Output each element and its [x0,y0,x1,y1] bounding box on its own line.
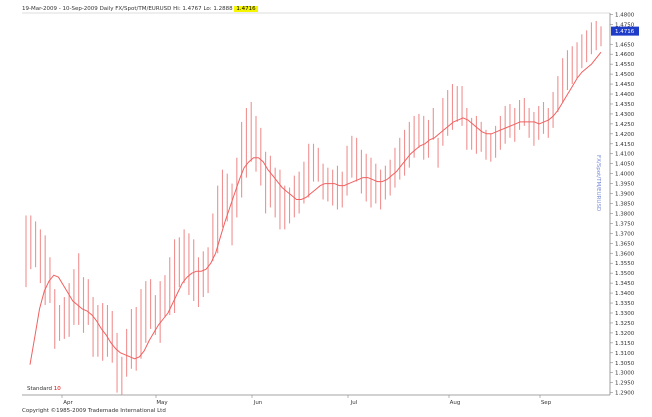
last-price-badge-label: 1.4716 [615,29,635,35]
y-tick-label: 1.4100 [615,152,635,158]
y-tick-label: 1.3000 [615,371,635,377]
y-tick-label: 1.4250 [615,122,635,128]
moving-average-line [29,51,602,365]
y-tick-label: 1.3550 [615,261,635,267]
y-tick-label: 1.3450 [615,281,635,287]
x-tick-label: Aug [450,400,461,406]
y-tick-label: 1.3850 [615,202,635,208]
y-axis: 1.4800 1.4750 1.4650 1.4600 1.4550 1.4500 1.44… [610,12,635,397]
y-tick-label: 1.3500 [615,271,635,277]
instrument-side-label: FX/Spot/TM/EURUSD [595,155,601,212]
x-tick-label: Jul [350,400,358,406]
y-tick-label: 1.4050 [615,162,635,168]
y-tick-label: 1.3250 [615,321,635,327]
periodicity: Daily [99,6,114,12]
x-tick-label: May [156,400,168,406]
copyright-notice: Copyright ©1985-2009 Trademade Internati… [22,408,166,414]
y-tick-label: 1.3050 [615,361,635,367]
y-tick-label: 1.2900 [615,391,635,397]
last-value-highlight: 1.4716 [234,6,258,12]
y-tick-label: 1.4000 [615,172,635,178]
y-tick-label: 1.4150 [615,142,635,148]
y-tick-label: 1.3750 [615,221,635,227]
plot-frame [22,12,611,396]
y-tick-label: 1.4200 [615,132,635,138]
y-tick-label: 1.3900 [615,192,635,198]
x-tick-label: Sep [541,400,552,406]
y-tick-label: 1.3200 [615,331,635,337]
last-price-badge-bg [611,26,639,36]
y-tick-label: 1.4550 [615,62,635,68]
y-tick-label: 1.3600 [615,251,635,257]
y-tick-label: 1.3150 [615,341,635,347]
y-tick-label: 1.3650 [615,241,635,247]
y-tick-label: 1.4650 [615,42,635,48]
y-tick-label: 1.3700 [615,231,635,237]
hi-value: Hi: 1.4767 [173,6,202,12]
y-tick-label: 1.3400 [615,291,635,297]
y-tick-label: 1.3100 [615,351,635,357]
y-tick-label: 1.3350 [615,301,635,307]
y-tick-label: 1.4400 [615,92,635,98]
y-tick-label: 1.2950 [615,381,635,387]
x-tick-label: Jun [253,400,263,406]
last-price-badge: 1.4716 [611,26,639,36]
legend-name: Standard [27,386,53,392]
y-tick-label: 1.4800 [615,12,635,18]
x-tick-label: Apr [63,400,73,406]
y-tick-label: 1.4750 [615,22,635,28]
y-tick-label: 1.3800 [615,211,635,217]
y-tick-label: 1.3950 [615,182,635,188]
indicator-legend: Standard 10 [27,386,61,392]
y-tick-label: 1.3300 [615,311,635,317]
legend-period: 10 [53,386,61,392]
y-tick-label: 1.4600 [615,52,635,58]
y-tick-label: 1.4450 [615,82,635,88]
chart-header: 19-Mar-2009 - 10-Sep-2009 Daily FX/Spot/… [22,6,258,12]
y-tick-label: 1.4350 [615,102,635,108]
y-tick-label: 1.4500 [615,72,635,78]
x-axis: Apr May Jun Jul Aug Sep [61,395,552,406]
lo-value: Lo: 1.2888 [203,6,233,12]
date-range: 19-Mar-2009 - 10-Sep-2009 [22,6,98,12]
y-tick-label: 1.4300 [615,112,635,118]
instrument: FX/Spot/TM/EURUSD [115,6,172,12]
price-bars [25,20,602,395]
